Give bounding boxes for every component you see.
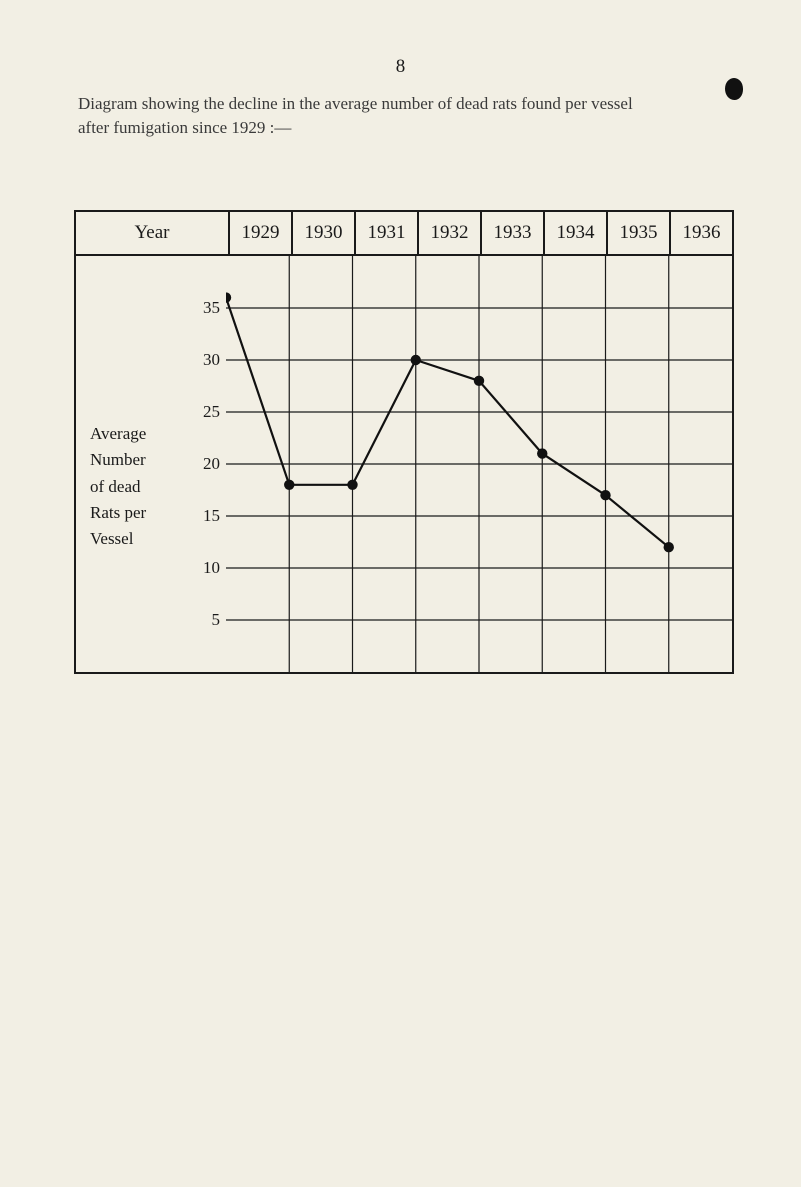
y-tick-15: 15 xyxy=(203,506,220,526)
y-axis-label-line: Average xyxy=(90,424,146,443)
y-axis-label-column: Average Number of dead Rats per Vessel 3… xyxy=(76,256,226,672)
year-col-1936: 1936 xyxy=(670,211,733,255)
chart-svg xyxy=(226,256,732,672)
year-col-1929: 1929 xyxy=(229,211,292,255)
figure: Year 1929 1930 1931 1932 1933 1934 1935 … xyxy=(74,210,734,674)
y-axis-label-line: of dead xyxy=(90,477,141,496)
year-col-1931: 1931 xyxy=(355,211,418,255)
y-tick-10: 10 xyxy=(203,558,220,578)
figure-caption: Diagram showing the decline in the avera… xyxy=(78,92,761,140)
y-tick-5: 5 xyxy=(212,610,221,630)
y-tick-25: 25 xyxy=(203,402,220,422)
y-axis-label-line: Number xyxy=(90,450,146,469)
y-tick-30: 30 xyxy=(203,350,220,370)
year-col-1932: 1932 xyxy=(418,211,481,255)
y-tick-35: 35 xyxy=(203,298,220,318)
y-axis-label: Average Number of dead Rats per Vessel xyxy=(90,421,190,553)
caption-line-2: after fumigation since 1929 :— xyxy=(78,118,291,137)
y-axis-label-line: Rats per xyxy=(90,503,146,522)
year-col-1935: 1935 xyxy=(607,211,670,255)
chart-area: Average Number of dead Rats per Vessel 3… xyxy=(74,256,734,674)
page-number: 8 xyxy=(396,56,406,78)
year-header-label: Year xyxy=(75,211,229,255)
year-col-1930: 1930 xyxy=(292,211,355,255)
y-tick-20: 20 xyxy=(203,454,220,474)
plot-region xyxy=(226,256,732,672)
year-col-1934: 1934 xyxy=(544,211,607,255)
page: 8 Diagram showing the decline in the ave… xyxy=(0,0,801,1187)
caption-line-1: Diagram showing the decline in the avera… xyxy=(78,94,633,113)
year-col-1933: 1933 xyxy=(481,211,544,255)
y-axis-label-line: Vessel xyxy=(90,529,133,548)
year-header-row: Year 1929 1930 1931 1932 1933 1934 1935 … xyxy=(74,210,734,256)
